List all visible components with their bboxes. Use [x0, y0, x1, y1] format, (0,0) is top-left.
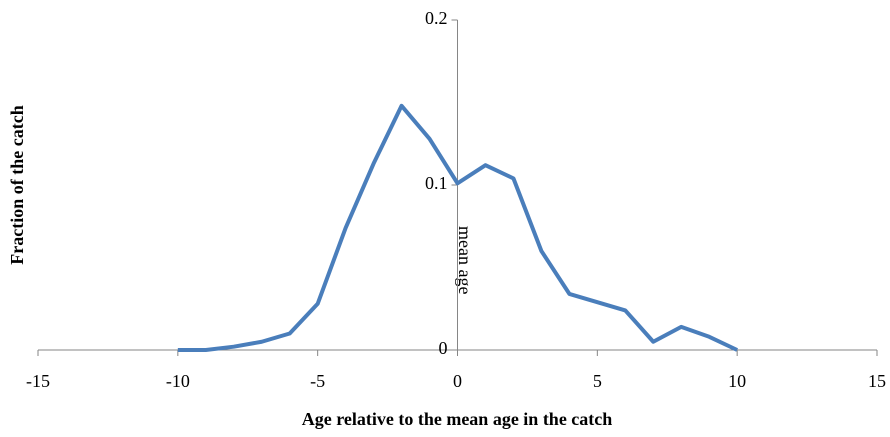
x-tick-label: 0 [453, 371, 462, 391]
x-tick-label: -5 [310, 371, 325, 391]
x-axis-label: Age relative to the mean age in the catc… [302, 409, 613, 429]
y-tick-label: 0.1 [425, 173, 448, 193]
data-line [177, 103, 739, 352]
y-tick-label: 0 [439, 338, 448, 358]
x-tick-label: 10 [728, 371, 746, 391]
x-tick-label: 5 [593, 371, 602, 391]
x-tick-label: -15 [26, 371, 50, 391]
x-tick-label: 15 [868, 371, 886, 391]
annotation: mean age [455, 226, 475, 294]
y-tick-label: 0.2 [425, 8, 448, 28]
y-axis-label: Fraction of the catch [7, 105, 27, 264]
x-tick-label: -10 [166, 371, 190, 391]
